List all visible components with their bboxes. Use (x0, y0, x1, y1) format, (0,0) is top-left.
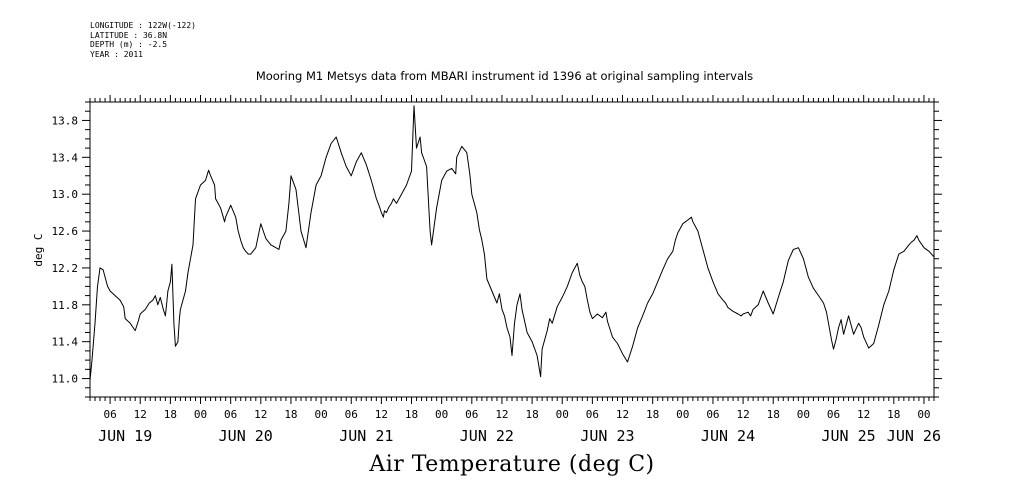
y-tick-label: 13.8 (52, 114, 79, 127)
y-tick-label: 13.0 (52, 188, 79, 201)
x-hour-label: 18 (525, 408, 538, 421)
bottom-title: Air Temperature (deg C) (369, 452, 655, 477)
x-hour-label: 06 (345, 408, 358, 421)
year-text: YEAR : 2011 (90, 49, 143, 59)
x-hour-label: 18 (405, 408, 418, 421)
x-hour-label: 18 (767, 408, 780, 421)
x-hour-label: 00 (435, 408, 448, 421)
x-day-label: JUN 26 (887, 427, 941, 445)
x-hour-label: 06 (224, 408, 237, 421)
x-hour-label: 18 (284, 408, 297, 421)
depth-text: DEPTH (m) : -2.5 (90, 40, 168, 49)
x-day-label: JUN 24 (701, 427, 755, 445)
x-day-label: JUN 20 (219, 427, 273, 445)
y-tick-label: 13.4 (52, 151, 79, 164)
x-hour-label: 12 (616, 408, 629, 421)
x-hour-label: 06 (103, 408, 116, 421)
x-hour-label: 12 (254, 408, 267, 421)
x-hour-label: 06 (706, 408, 719, 421)
chart-title: Mooring M1 Metsys data from MBARI instru… (255, 69, 754, 83)
y-tick-label: 11.0 (52, 373, 79, 386)
x-hour-label: 12 (375, 408, 388, 421)
x-hour-label: 12 (736, 408, 749, 421)
x-hour-label: 06 (827, 408, 840, 421)
y-tick-label: 12.2 (52, 262, 79, 275)
y-tick-label: 12.6 (52, 225, 79, 238)
x-hour-label: 00 (917, 408, 930, 421)
x-day-label: JUN 21 (339, 427, 393, 445)
x-hour-label: 18 (646, 408, 659, 421)
x-hour-label: 12 (495, 408, 508, 421)
y-tick-label: 11.4 (52, 336, 79, 349)
x-hour-label: 12 (857, 408, 870, 421)
x-day-label: JUN 19 (98, 427, 152, 445)
x-day-label: JUN 23 (580, 427, 634, 445)
x-hour-label: 18 (887, 408, 900, 421)
temperature-series-line (89, 105, 935, 381)
metadata-block: LONGITUDE : 122W(-122) LATITUDE : 36.8N … (90, 21, 196, 59)
x-tick-labels: 06 12 18 00 06 12 18 00 06 12 18 00 06 12 18 00 06 12 18 00… (98, 408, 941, 445)
x-day-label: JUN 22 (460, 427, 514, 445)
x-hour-label: 00 (676, 408, 689, 421)
x-hour-label: 06 (465, 408, 478, 421)
x-hour-label: 00 (556, 408, 569, 421)
y-tick-labels: 11.0 11.4 11.8 12.2 12.6 13.0 13.4 13.8 (52, 114, 79, 385)
x-hour-label: 12 (134, 408, 147, 421)
axis-ticks (82, 95, 942, 404)
x-hour-label: 00 (797, 408, 810, 421)
x-hour-label: 00 (314, 408, 327, 421)
x-hour-label: 00 (194, 408, 207, 421)
x-hour-label: 06 (586, 408, 599, 421)
x-hour-label: 18 (164, 408, 177, 421)
data-series (89, 105, 935, 381)
longitude-text: LONGITUDE : 122W(-122) (90, 21, 196, 30)
y-tick-label: 11.8 (52, 299, 79, 312)
latitude-text: LATITUDE : 36.8N (90, 30, 168, 40)
y-axis-label: deg C (32, 233, 45, 266)
x-day-label: JUN 25 (822, 427, 876, 445)
